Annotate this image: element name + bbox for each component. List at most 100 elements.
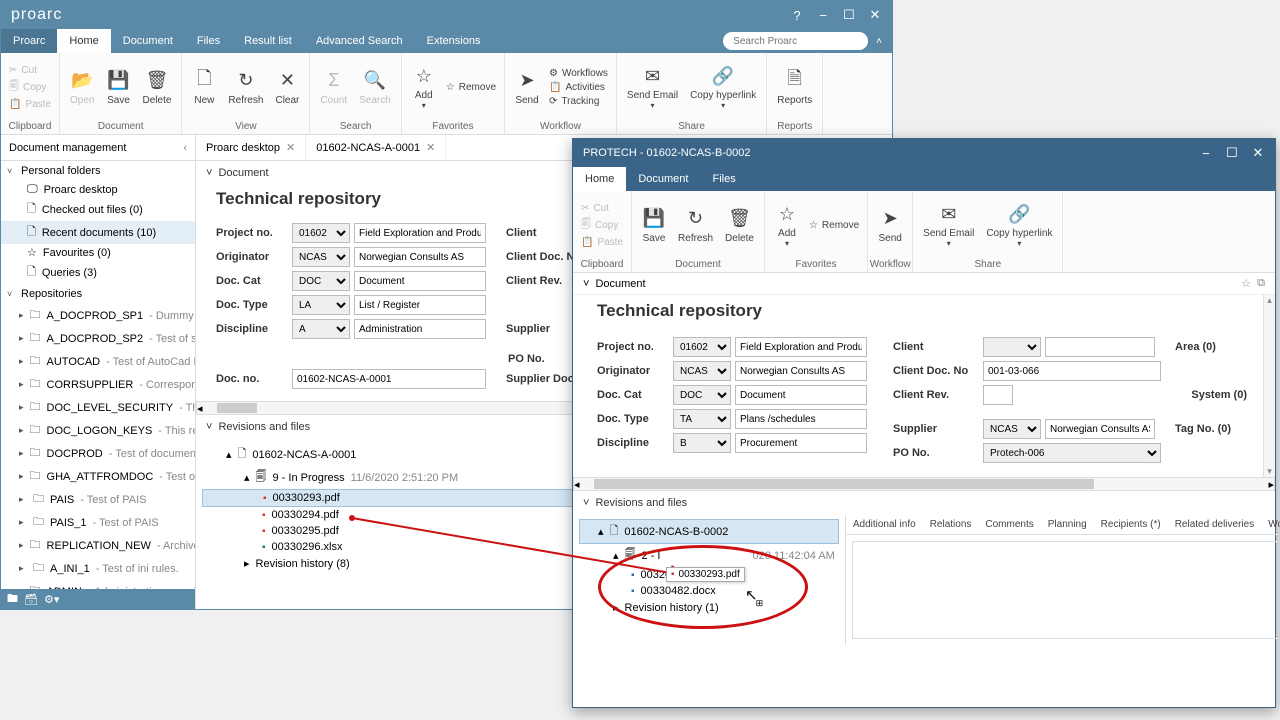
sec-cut-button[interactable]: ✂Cut xyxy=(577,202,627,215)
open-button[interactable]: 📂Open xyxy=(64,65,100,110)
sidebar-repo-item[interactable]: ▸🗀PAIS - Test of PAIS xyxy=(1,488,195,511)
paste-button[interactable]: 📋Paste xyxy=(5,98,55,111)
sec-remove-fav-button[interactable]: ☆Remove xyxy=(805,219,863,232)
sec-copy-button[interactable]: 🗐Copy xyxy=(577,216,627,235)
clear-button[interactable]: ✕Clear xyxy=(269,65,305,110)
cut-button[interactable]: ✂Cut xyxy=(5,64,55,77)
document-management-panel-tab[interactable]: Document management ‹ xyxy=(1,135,196,160)
tab-comments[interactable]: Comments xyxy=(978,515,1040,534)
sec-copy-link-button[interactable]: 🔗Copy hyperlink▾ xyxy=(980,198,1058,252)
sec-rev-root[interactable]: ▴🗋01602-NCAS-B-0002 xyxy=(579,519,839,544)
popout-icon[interactable]: ⧉ xyxy=(1257,277,1265,290)
close-icon[interactable]: ✕ xyxy=(1245,143,1271,163)
disc-desc[interactable] xyxy=(354,319,486,339)
sec-delete-button[interactable]: 🗑Delete xyxy=(719,203,760,248)
sidebar-folder-item[interactable]: 🗋Recent documents (10) xyxy=(1,221,195,244)
sec-type-select[interactable]: TA xyxy=(673,409,731,429)
type-desc[interactable] xyxy=(354,295,486,315)
close-icon[interactable]: ✕ xyxy=(862,5,888,25)
count-button[interactable]: ΣCount xyxy=(314,65,353,110)
sec-rev-status[interactable]: ▴🗐2 - I020 11:42:04 AM xyxy=(579,544,839,567)
sidebar-repo-item[interactable]: ▸🗀CORRSUPPLIER - Corresponden... xyxy=(1,373,195,396)
minimize-icon[interactable]: − xyxy=(810,5,836,25)
sidebar-folder-item[interactable]: 🖵Proarc desktop xyxy=(1,181,195,198)
sidebar-repo-item[interactable]: ▸🗀GHA_ATTFROMDOC - Test of att... xyxy=(1,465,195,488)
doc-tab-desktop[interactable]: Proarc desktop✕ xyxy=(196,135,306,160)
tab-related-deliveries[interactable]: Related deliveries xyxy=(1168,515,1262,534)
document-tab[interactable]: Document xyxy=(111,29,185,53)
sec-send-email-button[interactable]: ✉Send Email▾ xyxy=(917,198,980,252)
search-input[interactable] xyxy=(723,32,868,50)
reports-button[interactable]: 🗎Reports xyxy=(771,65,818,110)
sec-po-select[interactable]: Protech-006 xyxy=(983,443,1161,463)
delete-button[interactable]: 🗑Delete xyxy=(137,65,178,110)
scroll-up-icon[interactable]: ▴ xyxy=(1267,295,1272,306)
save-button[interactable]: 💾Save xyxy=(101,65,137,110)
sec-rev-history[interactable]: ▸Revision history (1) xyxy=(579,599,839,616)
disc-select[interactable]: A xyxy=(292,319,350,339)
advsearch-tab[interactable]: Advanced Search xyxy=(304,29,415,53)
personal-folders-header[interactable]: ˅Personal folders xyxy=(1,161,195,181)
sec-add-fav-button[interactable]: ☆Add▾ xyxy=(769,198,805,252)
type-select[interactable]: LA xyxy=(292,295,350,315)
sec-paste-button[interactable]: 📋Paste xyxy=(577,236,627,249)
remove-fav-button[interactable]: ☆Remove xyxy=(442,81,500,94)
project-select[interactable]: 01602 xyxy=(292,223,350,243)
sec-files-tab[interactable]: Files xyxy=(700,167,747,191)
sec-client-docno-input[interactable] xyxy=(983,361,1161,381)
sec-home-tab[interactable]: Home xyxy=(573,167,626,191)
originator-select[interactable]: NCAS xyxy=(292,247,350,267)
sidebar-folder-item[interactable]: 🗋Checked out files (0) xyxy=(1,198,195,221)
sec-client-desc[interactable] xyxy=(1045,337,1155,357)
sec-disc-select[interactable]: B xyxy=(673,433,731,453)
sidebar-repo-item[interactable]: ▸🗀PAIS_1 - Test of PAIS xyxy=(1,511,195,534)
sec-refresh-button[interactable]: ↻Refresh xyxy=(672,203,719,248)
sec-type-desc[interactable] xyxy=(735,409,867,429)
tab-recipients[interactable]: Recipients (*) xyxy=(1094,515,1168,534)
resultlist-tab[interactable]: Result list xyxy=(232,29,304,53)
search-button[interactable]: 🔍Search xyxy=(353,65,397,110)
help-icon[interactable]: ? xyxy=(784,5,810,25)
new-button[interactable]: 🗋New xyxy=(186,65,222,110)
sidebar-repo-item[interactable]: ▸🗀A_INI_1 - Test of ini rules. xyxy=(1,557,195,580)
add-fav-button[interactable]: ☆Add▾ xyxy=(406,60,442,114)
sidebar-folder-item[interactable]: 🗋Queries (3) xyxy=(1,261,195,284)
sec-originator-select[interactable]: NCAS xyxy=(673,361,731,381)
extensions-tab[interactable]: Extensions xyxy=(415,29,493,53)
sec-save-button[interactable]: 💾Save xyxy=(636,203,672,248)
folder-icon[interactable]: 🖿 xyxy=(7,590,18,609)
sidebar-repo-item[interactable]: ▸🗀DOCPROD - Test of document... xyxy=(1,442,195,465)
sec-client-rev-input[interactable] xyxy=(983,385,1013,405)
sidebar-repo-item[interactable]: ▸🗀ADMIN - Administrative reposit... xyxy=(1,580,195,589)
close-tab-icon[interactable]: ✕ xyxy=(286,141,295,154)
sec-revisions-header[interactable]: ˅Revisions and files xyxy=(573,491,1275,515)
star-outline-icon[interactable]: ☆ xyxy=(1241,277,1251,290)
maximize-icon[interactable]: ☐ xyxy=(836,5,862,25)
cat-select[interactable]: DOC xyxy=(292,271,350,291)
home-tab[interactable]: Home xyxy=(57,29,110,53)
sec-document-section[interactable]: Document xyxy=(595,278,645,290)
docno-input[interactable] xyxy=(292,369,486,389)
tab-planning[interactable]: Planning xyxy=(1041,515,1094,534)
minimize-icon[interactable]: − xyxy=(1193,143,1219,163)
gear-icon[interactable]: ⚙▾ xyxy=(44,593,59,606)
repositories-header[interactable]: ˅Repositories xyxy=(1,284,195,304)
sidebar-repo-item[interactable]: ▸🗀REPLICATION_NEW - Archive fo... xyxy=(1,534,195,557)
copy-button[interactable]: 🗐Copy xyxy=(5,78,55,97)
tab-relations[interactable]: Relations xyxy=(923,515,979,534)
scroll-down-icon[interactable]: ▾ xyxy=(1267,466,1272,477)
sec-cat-desc[interactable] xyxy=(735,385,867,405)
close-tab-icon[interactable]: ✕ xyxy=(426,141,435,154)
sec-cat-select[interactable]: DOC xyxy=(673,385,731,405)
sec-hscroll[interactable]: ◂▸ xyxy=(573,477,1275,491)
files-tab[interactable]: Files xyxy=(185,29,232,53)
sec-client-select[interactable] xyxy=(983,337,1041,357)
project-desc[interactable] xyxy=(354,223,486,243)
tab-workflow-history[interactable]: Workflow hist xyxy=(1261,515,1280,534)
tracking-button[interactable]: ⟳Tracking xyxy=(545,95,612,108)
sidebar-repo-item[interactable]: ▸🗀A_DOCPROD_SP1 - Dummy rep... xyxy=(1,304,195,327)
sec-send-button[interactable]: ➤Send xyxy=(872,203,908,248)
originator-desc[interactable] xyxy=(354,247,486,267)
collapse-ribbon-icon[interactable]: ˄ xyxy=(872,36,886,47)
tab-additional-info[interactable]: Additional info xyxy=(846,515,923,534)
